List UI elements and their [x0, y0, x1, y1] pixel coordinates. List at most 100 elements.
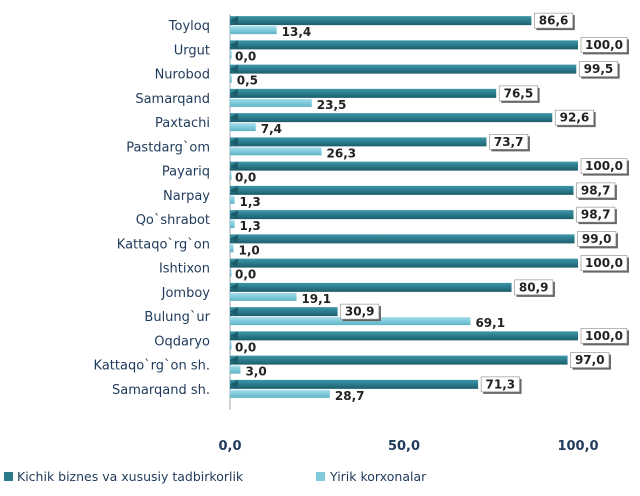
- bar-series-1: [230, 282, 512, 292]
- bar-series-1: [230, 40, 578, 50]
- data-label-series-1: 71,3: [486, 377, 516, 391]
- bar-cap-series-1: [230, 234, 238, 244]
- bar-cap-series-1: [230, 113, 238, 123]
- plot-area: 0,0 50,0 100,0 Toyloq 86,6 13,4 Urgut 100,0 0,0 N…: [94, 12, 629, 454]
- bar-cap-series-1: [230, 88, 238, 98]
- data-label-series-1: 86,6: [539, 14, 569, 28]
- category-label: Toyloq: [168, 19, 210, 34]
- data-label-box: [576, 206, 616, 223]
- bar-series-1: [230, 210, 574, 220]
- legend-label-series-1: Kichik biznes va xususiy tadbirkorlik: [17, 469, 244, 484]
- data-label-series-1: 98,7: [581, 183, 611, 197]
- bar-series-2: [230, 268, 232, 277]
- bar-series-2: [230, 74, 232, 83]
- bar-cap-series-1: [230, 258, 238, 268]
- bar-cap-series-1: [230, 282, 238, 292]
- data-label-box: [554, 109, 594, 126]
- data-label-box: [489, 134, 529, 150]
- data-label-series-2: 23,5: [317, 98, 347, 112]
- legend-swatch-series-2: [316, 472, 325, 481]
- data-label-series-2: 0,5: [237, 74, 258, 88]
- bar-series-1: [230, 16, 532, 26]
- data-label-series-1: 97,0: [575, 353, 605, 367]
- data-label-box: [576, 182, 616, 199]
- data-label-box: [534, 12, 574, 29]
- data-label-series-2: 69,1: [475, 316, 505, 330]
- bar-series-1: [230, 137, 487, 147]
- bar-cap-series-1: [230, 379, 238, 389]
- data-label-series-2: 13,4: [282, 25, 312, 39]
- data-label-box: [340, 303, 380, 320]
- bar-series-1: [230, 379, 479, 389]
- bar-series-2: [230, 26, 277, 35]
- data-label-series-2: 3,0: [245, 365, 266, 379]
- bar-series-2: [230, 365, 241, 374]
- category-label: Narpay: [163, 189, 210, 204]
- bar-cap-series-1: [230, 64, 238, 74]
- legend-label-series-2: Yirik korxonalar: [329, 469, 427, 484]
- bar-series-1: [230, 185, 574, 195]
- bar-series-2: [230, 171, 232, 180]
- bar-series-1: [230, 355, 568, 365]
- category-label: Qo`shrabot: [136, 213, 210, 228]
- data-label-series-1: 76,5: [504, 86, 534, 100]
- data-label-series-1: 98,7: [581, 208, 611, 222]
- bar-series-2: [230, 292, 297, 301]
- bar-series-2: [230, 50, 232, 59]
- data-label-series-2: 0,0: [235, 268, 256, 282]
- data-label-series-2: 7,4: [261, 122, 282, 136]
- data-label-box: [577, 231, 617, 247]
- data-label-series-1: 99,5: [584, 62, 614, 76]
- category-label: Nurobod: [155, 68, 210, 83]
- bar-series-1: [230, 331, 578, 341]
- data-label-box: [480, 376, 520, 393]
- data-label-series-2: 28,7: [335, 389, 365, 403]
- bar-series-2: [230, 147, 322, 156]
- data-label-series-1: 30,9: [345, 305, 375, 319]
- bar-cap-series-1: [230, 210, 238, 220]
- bar-series-1: [230, 307, 338, 317]
- bar-series-2: [230, 244, 234, 253]
- x-tick-label: 50,0: [388, 439, 420, 454]
- data-label-series-1: 100,0: [585, 329, 623, 343]
- bar-series-1: [230, 234, 575, 244]
- data-label-series-2: 1,3: [240, 219, 261, 233]
- category-label: Ishtixon: [159, 262, 210, 277]
- x-tick-label: 100,0: [557, 439, 598, 454]
- data-label-series-1: 100,0: [585, 159, 623, 173]
- data-label-series-2: 0,0: [235, 171, 256, 185]
- data-label-series-2: 1,0: [238, 243, 259, 257]
- bar-cap-series-1: [230, 307, 238, 317]
- category-label: Payariq: [162, 165, 210, 180]
- legend: Kichik biznes va xususiy tadbirkorlik Yi…: [4, 469, 427, 484]
- category-label: Jomboy: [161, 286, 211, 301]
- bar-series-1: [230, 64, 577, 74]
- bar-series-2: [230, 341, 232, 350]
- data-label-box: [570, 352, 610, 368]
- bar-cap-series-1: [230, 331, 238, 341]
- data-label-series-2: 0,0: [235, 49, 256, 63]
- bar-cap-series-1: [230, 185, 238, 195]
- data-label-series-2: 0,0: [235, 340, 256, 354]
- category-label: Urgut: [174, 43, 210, 58]
- bar-cap-series-1: [230, 16, 238, 26]
- data-label-series-1: 73,7: [494, 135, 524, 149]
- data-label-series-1: 100,0: [585, 38, 623, 52]
- category-label: Samarqand sh.: [112, 383, 210, 398]
- bar-series-1: [230, 113, 553, 123]
- bar-series-2: [230, 123, 256, 132]
- data-label-box: [580, 255, 628, 271]
- bar-series-2: [230, 195, 235, 204]
- data-label-series-2: 26,3: [327, 146, 357, 160]
- category-label: Kattaqo`rg`on sh.: [94, 359, 210, 374]
- data-label-box: [498, 85, 538, 102]
- bar-series-1: [230, 258, 578, 268]
- bar-cap-series-1: [230, 137, 238, 147]
- bar-series-1: [230, 88, 497, 98]
- category-label: Samarqand: [135, 92, 210, 107]
- data-label-series-1: 100,0: [585, 256, 623, 270]
- bar-series-2: [230, 389, 330, 398]
- category-label: Paxtachi: [155, 116, 210, 131]
- category-label: Oqdaryo: [154, 334, 210, 349]
